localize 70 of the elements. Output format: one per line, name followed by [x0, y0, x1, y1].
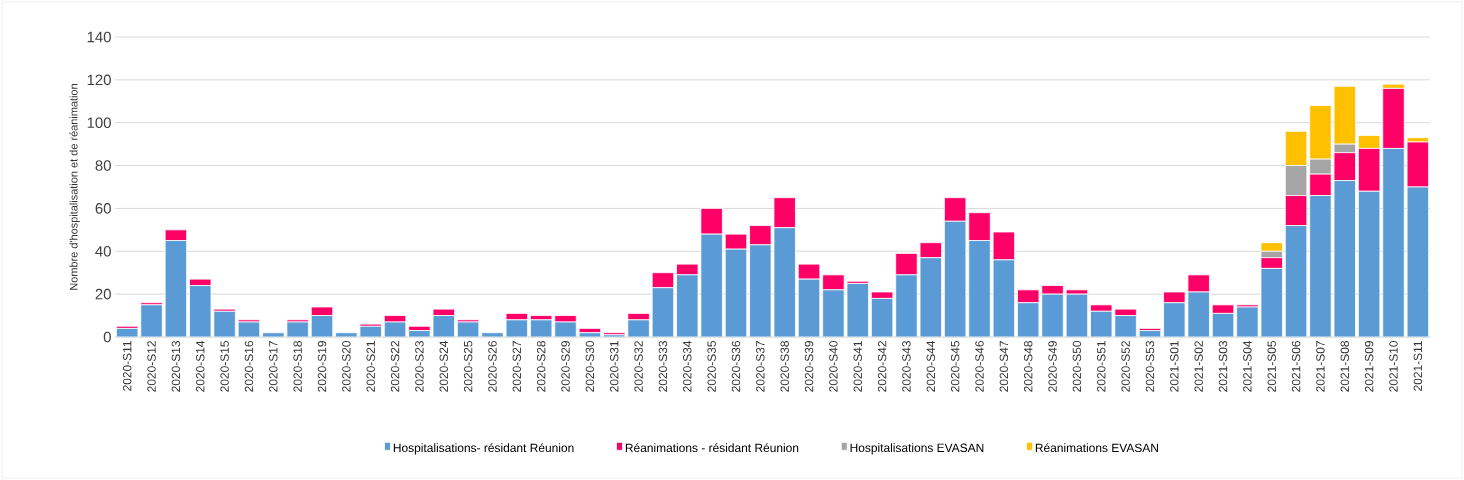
x-tick-label: 2020-S11 — [122, 341, 132, 391]
x-tick-label: 2020-S22 — [390, 341, 400, 392]
x-tick-label: 2020-S39 — [804, 341, 814, 392]
y-tick-label: 40 — [95, 245, 111, 257]
x-tick-label: 2021-S11 — [1413, 341, 1423, 391]
x-tick-label: 2020-S37 — [756, 341, 765, 392]
x-tick-label: 2020-S26 — [488, 341, 497, 392]
x-tick-label: 2020-S20 — [342, 340, 351, 392]
bar — [1138, 330, 1162, 337]
legend-label: Hospitalisations EVASAN — [850, 443, 984, 455]
x-tick-label: 2020-S17 — [269, 341, 278, 392]
x-tick-label: 2020-S44 — [926, 340, 936, 392]
y-tick-label: 60 — [95, 203, 111, 214]
x-tick-label: 2021-S07 — [1316, 341, 1325, 392]
y-tick-label: 120 — [87, 74, 111, 86]
x-tick-label: 2020-S31 — [610, 341, 619, 392]
x-tick-label: 2020-S43 — [902, 341, 911, 392]
x-tick-label: 2021-S01 — [1170, 341, 1179, 392]
y-tick-label: 20 — [95, 288, 111, 300]
x-tick-label: 2020-S45 — [950, 341, 960, 392]
x-tick-label: 2020-S16 — [244, 341, 254, 392]
x-tick-label: 2020-S36 — [731, 341, 741, 392]
x-tick-label: 2020-S24 — [439, 340, 448, 392]
bar — [1065, 293, 1089, 337]
x-tick-label: 2020-S30 — [585, 340, 595, 392]
x-tick-label: 2020-S14 — [196, 340, 205, 392]
x-tick-label: 2020-S47 — [999, 341, 1009, 392]
x-tick-label: 2020-S42 — [877, 341, 887, 392]
x-tick-label: 2020-S41 — [853, 341, 862, 392]
x-tick-label: 2020-S19 — [317, 341, 327, 392]
x-tick-label: 2020-S18 — [293, 341, 302, 392]
x-tick-label: 2020-S21 — [366, 341, 375, 392]
bar — [237, 321, 261, 337]
x-tick-label: 2020-S50 — [1072, 340, 1082, 392]
x-tick-label: 2020-S52 — [1121, 341, 1130, 392]
x-tick-label: 2020-S28 — [536, 341, 546, 392]
x-tick-label: 2021-S06 — [1291, 341, 1301, 392]
x-tick-label: 2020-S15 — [220, 341, 229, 392]
x-tick-label: 2020-S27 — [512, 341, 522, 392]
x-tick-label: 2021-S03 — [1218, 341, 1228, 392]
y-tick-label: 100 — [87, 117, 111, 128]
x-tick-label: 2021-S09 — [1364, 341, 1374, 392]
x-tick-label: 2021-S04 — [1243, 340, 1252, 392]
legend-label: Réanimations - résidant Réunion — [625, 443, 799, 453]
x-tick-label: 2020-S51 — [1097, 341, 1106, 392]
x-tick-label: 2020-S32 — [634, 341, 643, 392]
y-tick-label: 140 — [87, 31, 111, 43]
x-tick-label: 2020-S33 — [658, 341, 668, 392]
y-tick-label: 80 — [95, 160, 111, 171]
x-tick-label: 2020-S12 — [147, 341, 156, 392]
x-tick-label: 2020-S13 — [171, 341, 181, 392]
y-tick-label: 0 — [103, 331, 111, 343]
x-tick-label: 2020-S49 — [1048, 341, 1057, 392]
x-tick-label: 2020-S34 — [683, 340, 692, 392]
x-tick-label: 2021-S08 — [1340, 341, 1350, 392]
x-tick-label: 2020-S35 — [707, 341, 716, 392]
x-tick-label: 2020-S48 — [1023, 341, 1033, 392]
x-tick-label: 2020-S53 — [1145, 341, 1155, 392]
x-tick-label: 2020-S25 — [463, 341, 473, 392]
x-tick-label: 2020-S40 — [829, 340, 838, 392]
x-tick-label: 2020-S46 — [975, 341, 984, 392]
legend-label: Hospitalisations- résidant Réunion — [393, 443, 574, 455]
legend-label: Réanimations EVASAN — [1035, 443, 1158, 453]
x-tick-label: 2021-S05 — [1267, 341, 1276, 392]
x-tick-label: 2021-S02 — [1194, 341, 1203, 392]
x-tick-label: 2020-S29 — [561, 341, 570, 392]
x-tick-label: 2021-S10 — [1389, 340, 1398, 392]
x-tick-label: 2020-S38 — [780, 341, 789, 392]
x-tick-label: 2020-S23 — [415, 341, 424, 392]
y-axis-title: Nombre d'hospitalisation et de réanimation — [69, 84, 80, 290]
